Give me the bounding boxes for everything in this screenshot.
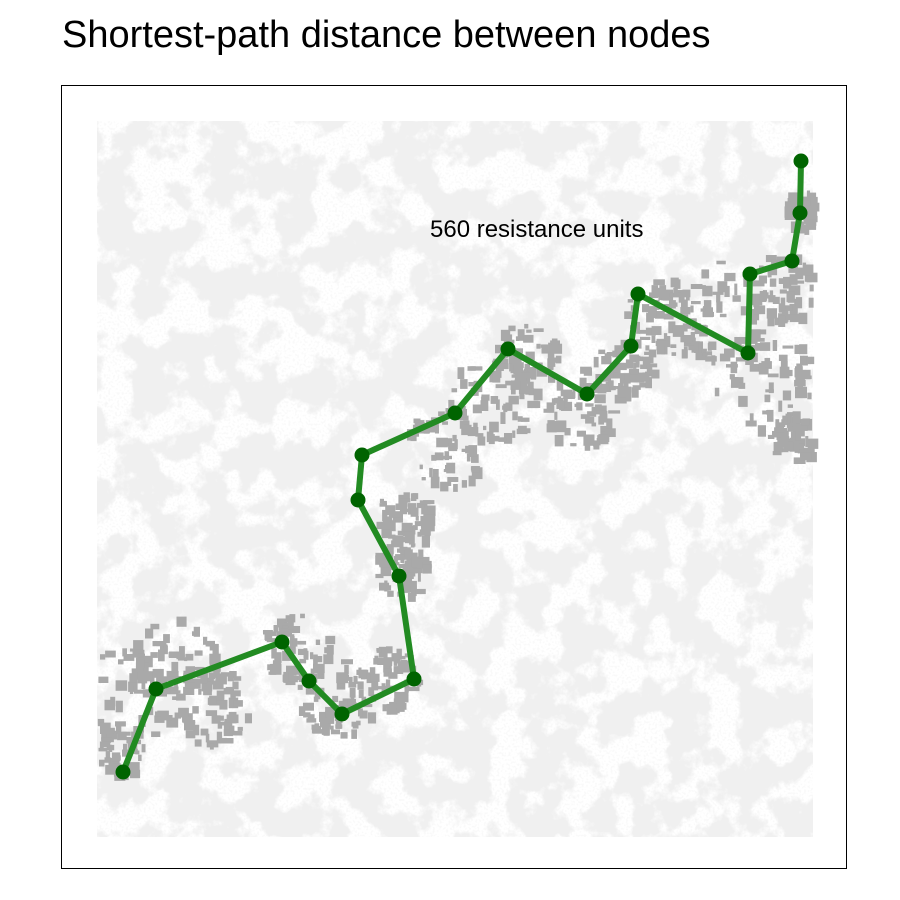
path-node xyxy=(274,634,290,650)
path-node xyxy=(115,764,131,780)
plot-frame: 560 resistance units xyxy=(61,85,847,869)
habitat-raster xyxy=(97,121,820,837)
path-node xyxy=(792,205,808,221)
path-node xyxy=(630,286,646,302)
path-node xyxy=(623,338,639,354)
resistance-map: 560 resistance units xyxy=(97,121,820,837)
path-node xyxy=(334,706,350,722)
path-nodes xyxy=(115,153,809,780)
path-node xyxy=(447,405,463,421)
path-node xyxy=(500,341,516,357)
path-distance-label: 560 resistance units xyxy=(430,216,643,243)
path-node xyxy=(148,681,164,697)
path-node xyxy=(350,492,366,508)
path-node xyxy=(740,345,756,361)
path-node xyxy=(391,568,407,584)
shortest-path xyxy=(115,153,809,780)
path-node xyxy=(579,386,595,402)
path-node xyxy=(406,671,422,687)
page-title: Shortest-path distance between nodes xyxy=(62,14,711,56)
path-node xyxy=(784,253,800,269)
path-node xyxy=(354,447,370,463)
path-node xyxy=(742,266,758,282)
path-node xyxy=(301,673,317,689)
path-node xyxy=(793,153,809,169)
